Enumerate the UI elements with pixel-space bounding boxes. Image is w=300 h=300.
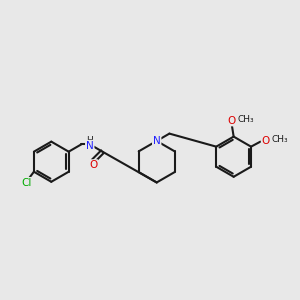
Text: N: N <box>153 136 160 146</box>
Text: N: N <box>86 141 94 151</box>
Text: CH₃: CH₃ <box>238 116 254 124</box>
Text: Cl: Cl <box>21 178 32 188</box>
Text: O: O <box>89 160 97 170</box>
Text: O: O <box>262 136 270 146</box>
Text: H: H <box>86 136 93 145</box>
Text: O: O <box>228 116 236 126</box>
Text: CH₃: CH₃ <box>272 136 288 145</box>
